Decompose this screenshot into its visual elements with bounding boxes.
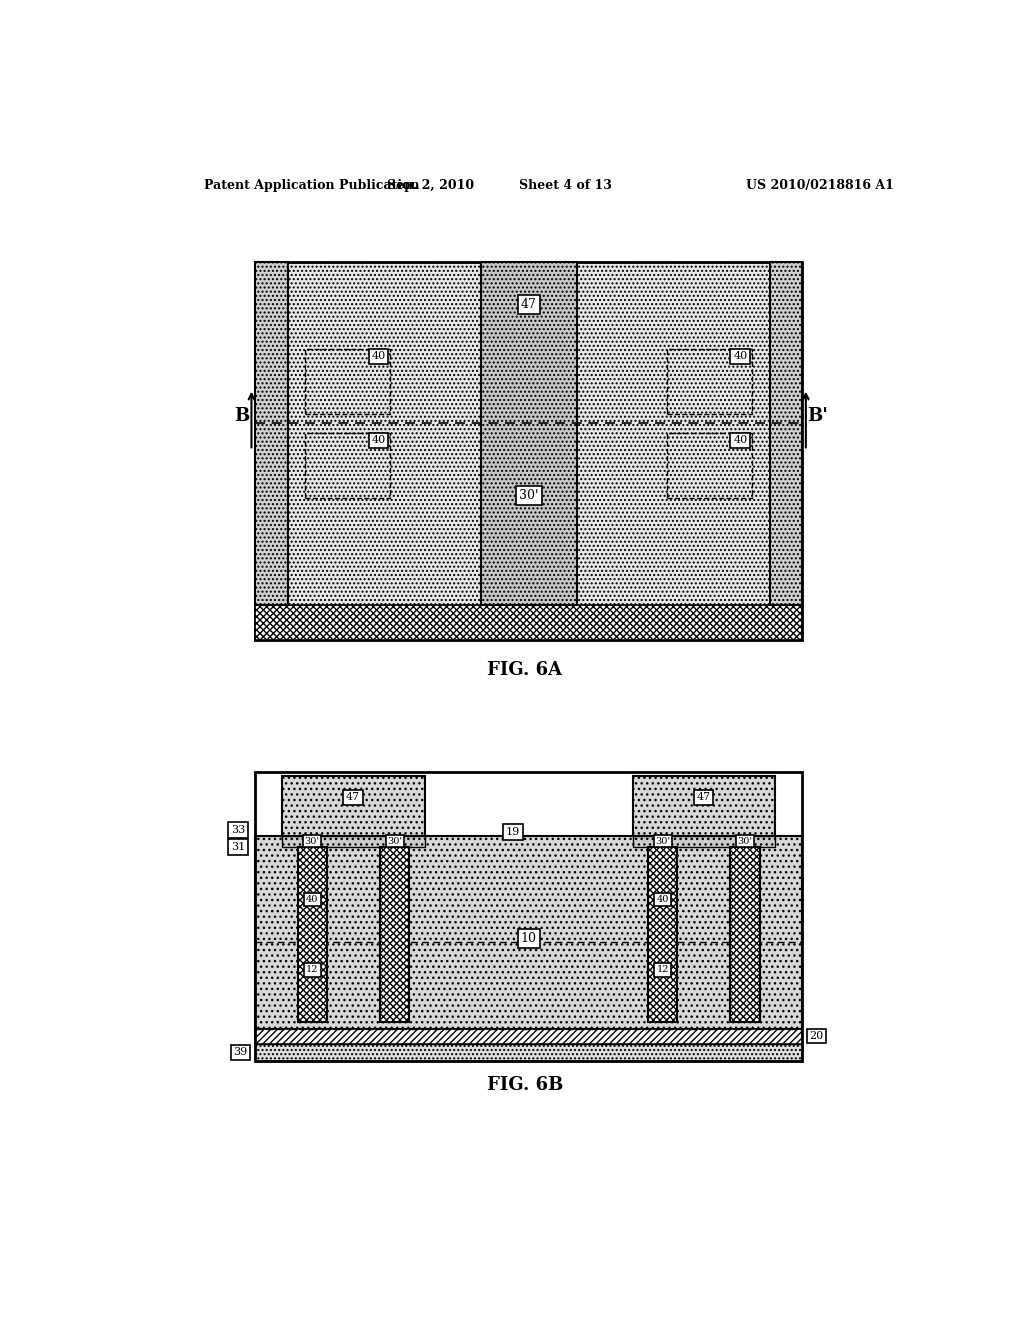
Bar xyxy=(255,1044,802,1061)
Bar xyxy=(305,433,390,498)
Text: 12: 12 xyxy=(306,965,318,974)
Bar xyxy=(633,836,775,847)
Text: 40: 40 xyxy=(372,436,386,445)
Text: 12: 12 xyxy=(656,965,669,974)
Text: 40: 40 xyxy=(733,351,748,362)
Text: 33: 33 xyxy=(231,825,246,834)
Text: 19: 19 xyxy=(506,828,520,837)
Bar xyxy=(298,847,327,1022)
Text: 47: 47 xyxy=(696,792,711,803)
Bar xyxy=(730,847,760,1022)
Bar xyxy=(305,348,390,414)
Text: 10: 10 xyxy=(520,932,537,945)
Bar xyxy=(633,776,775,836)
Text: B': B' xyxy=(807,407,827,425)
Text: 31: 31 xyxy=(231,842,246,851)
Text: 30': 30' xyxy=(305,837,319,846)
Bar xyxy=(255,263,288,605)
Text: Sheet 4 of 13: Sheet 4 of 13 xyxy=(519,178,612,191)
Bar xyxy=(283,776,425,836)
Text: FIG. 6B: FIG. 6B xyxy=(486,1076,563,1094)
Bar xyxy=(255,263,802,640)
Text: 40: 40 xyxy=(733,436,748,445)
Text: 30': 30' xyxy=(387,837,402,846)
Text: 30': 30' xyxy=(737,837,753,846)
Bar xyxy=(380,847,410,1022)
Text: FIG. 6A: FIG. 6A xyxy=(487,661,562,680)
Bar xyxy=(255,772,802,1061)
Text: 30': 30' xyxy=(655,837,670,846)
Bar xyxy=(255,836,802,1028)
Bar xyxy=(255,605,802,640)
Bar xyxy=(283,836,425,847)
Text: US 2010/0218816 A1: US 2010/0218816 A1 xyxy=(745,178,894,191)
Bar xyxy=(255,1028,802,1044)
Text: 40: 40 xyxy=(372,351,386,362)
Text: Patent Application Publication: Patent Application Publication xyxy=(204,178,419,191)
Bar xyxy=(648,847,677,1022)
Text: 47: 47 xyxy=(346,792,360,803)
Text: 40: 40 xyxy=(306,895,318,904)
Text: B: B xyxy=(233,407,249,425)
Bar xyxy=(668,433,752,498)
Text: 20: 20 xyxy=(810,1031,824,1041)
Text: 39: 39 xyxy=(233,1047,248,1057)
Text: 47: 47 xyxy=(521,298,537,312)
Text: Sep. 2, 2010: Sep. 2, 2010 xyxy=(387,178,474,191)
Bar xyxy=(481,263,578,605)
Text: 40: 40 xyxy=(656,895,669,904)
Bar xyxy=(668,348,752,414)
Text: 30': 30' xyxy=(519,488,539,502)
Bar xyxy=(770,263,802,605)
